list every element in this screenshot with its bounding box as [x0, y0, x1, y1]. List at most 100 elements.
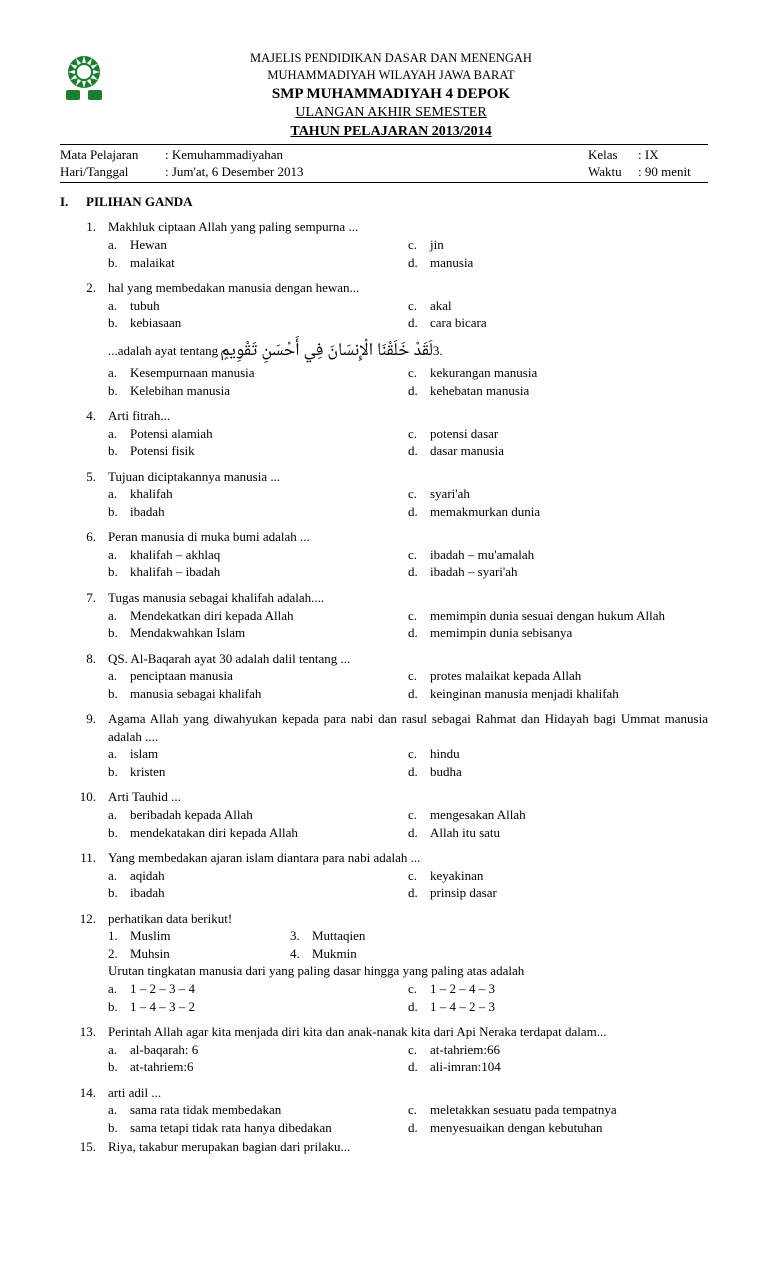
- section-number: I.: [60, 193, 86, 211]
- option-a: a.penciptaan manusia: [108, 667, 408, 685]
- question-number: 15.: [60, 1138, 108, 1156]
- option-c: c.keyakinan: [408, 867, 708, 885]
- option-a: a.Mendekatkan diri kepada Allah: [108, 607, 408, 625]
- options: a.al-baqarah: 6 b.at-tahriem:6 c.at-tahr…: [108, 1041, 708, 1076]
- question-prompt: Yang membedakan ajaran islam diantara pa…: [108, 849, 708, 867]
- question-prompt: Riya, takabur merupakan bagian dari pril…: [108, 1138, 708, 1156]
- date-value: : Jum'at, 6 Desember 2013: [165, 163, 588, 181]
- option-d: d.Allah itu satu: [408, 824, 708, 842]
- question: 14. arti adil ... a.sama rata tidak memb…: [60, 1084, 708, 1137]
- school-name: SMP MUHAMMADIYAH 4 DEPOK: [122, 84, 660, 104]
- options: a.aqidah b.ibadah c.keyakinan d.prinsip …: [108, 867, 708, 902]
- option-a: a.khalifah: [108, 485, 408, 503]
- question-prompt: Perintah Allah agar kita menjada diri ki…: [108, 1023, 708, 1041]
- option-a: a.1 – 2 – 3 – 4: [108, 980, 408, 998]
- class-value: : IX: [638, 146, 708, 164]
- question-prompt: Arti fitrah...: [108, 407, 708, 425]
- option-a: a.khalifah – akhlaq: [108, 546, 408, 564]
- option-c: c.kekurangan manusia: [408, 364, 708, 382]
- option-c: c.ibadah – mu'amalah: [408, 546, 708, 564]
- option-d: d.memakmurkan dunia: [408, 503, 708, 521]
- arabic-verse: .3 لَقَدْ خَلَقْنَا الْإِنسَانَ فِي أَحْ…: [108, 340, 708, 364]
- academic-year: TAHUN PELAJARAN 2013/2014: [122, 123, 660, 142]
- option-b: b.Potensi fisik: [108, 442, 408, 460]
- option-b: b.malaikat: [108, 254, 408, 272]
- question: 15. Riya, takabur merupakan bagian dari …: [60, 1138, 708, 1156]
- option-c: c.meletakkan sesuatu pada tempatnya: [408, 1101, 708, 1119]
- option-b: b.kebiasaan: [108, 314, 408, 332]
- question-number: 9.: [60, 710, 108, 780]
- question: 9. Agama Allah yang diwahyukan kepada pa…: [60, 710, 708, 780]
- question-number: 11.: [60, 849, 108, 902]
- question-number: [60, 340, 108, 399]
- option-a: a.Kesempurnaan manusia: [108, 364, 408, 382]
- time-value: : 90 menit: [638, 163, 708, 181]
- question-prompt: Arti Tauhid ...: [108, 788, 708, 806]
- question-prompt: Agama Allah yang diwahyukan kepada para …: [108, 710, 708, 745]
- option-c: c.protes malaikat kepada Allah: [408, 667, 708, 685]
- date-label: Hari/Tanggal: [60, 163, 165, 181]
- option-c: c.potensi dasar: [408, 425, 708, 443]
- question: 5. Tujuan diciptakannya manusia ... a.kh…: [60, 468, 708, 521]
- question-number: 6.: [60, 528, 108, 581]
- header: MAJELIS PENDIDIKAN DASAR DAN MENENGAH MU…: [60, 50, 708, 142]
- option-b: b.ibadah: [108, 884, 408, 902]
- option-d: d.1 – 4 – 2 – 3: [408, 998, 708, 1016]
- option-c: c.mengesakan Allah: [408, 806, 708, 824]
- option-b: b.manusia sebagai khalifah: [108, 685, 408, 703]
- option-a: a.beribadah kepada Allah: [108, 806, 408, 824]
- options: a.Potensi alamiah b.Potensi fisik c.pote…: [108, 425, 708, 460]
- option-b: b.sama tetapi tidak rata hanya dibedakan: [108, 1119, 408, 1137]
- question-number: 12.: [60, 910, 108, 1015]
- question: 10. Arti Tauhid ... a.beribadah kepada A…: [60, 788, 708, 841]
- option-d: d.ali-imran:104: [408, 1058, 708, 1076]
- header-line-1: MAJELIS PENDIDIKAN DASAR DAN MENENGAH: [122, 50, 660, 67]
- option-b: b.khalifah – ibadah: [108, 563, 408, 581]
- exam-info: Mata Pelajaran : Kemuhammadiyahan Kelas …: [60, 144, 708, 183]
- question-prompt: hal yang membedakan manusia dengan hewan…: [108, 279, 708, 297]
- subject-label: Mata Pelajaran: [60, 146, 165, 164]
- question: 6. Peran manusia di muka bumi adalah ...…: [60, 528, 708, 581]
- option-a: a.aqidah: [108, 867, 408, 885]
- option-b: b.kristen: [108, 763, 408, 781]
- header-line-2: MUHAMMADIYAH WILAYAH JAWA BARAT: [122, 67, 660, 84]
- option-b: b.Kelebihan manusia: [108, 382, 408, 400]
- options: a.beribadah kepada Allah b.mendekatakan …: [108, 806, 708, 841]
- option-a: a.Potensi alamiah: [108, 425, 408, 443]
- option-a: a.sama rata tidak membedakan: [108, 1101, 408, 1119]
- question-number: 13.: [60, 1023, 108, 1076]
- question-number: 14.: [60, 1084, 108, 1137]
- question-prompt: Peran manusia di muka bumi adalah ...: [108, 528, 708, 546]
- option-b: b.ibadah: [108, 503, 408, 521]
- question: 7. Tugas manusia sebagai khalifah adalah…: [60, 589, 708, 642]
- question-prompt: Tujuan diciptakannya manusia ...: [108, 468, 708, 486]
- question-prompt: arti adil ...: [108, 1084, 708, 1102]
- option-b: b.Mendakwahkan Islam: [108, 624, 408, 642]
- options: a.khalifah – akhlaq b.khalifah – ibadah …: [108, 546, 708, 581]
- class-label: Kelas: [588, 146, 638, 164]
- question: 8. QS. Al-Baqarah ayat 30 adalah dalil t…: [60, 650, 708, 703]
- option-d: d.cara bicara: [408, 314, 708, 332]
- options: a.tubuh b.kebiasaan c.akal d.cara bicara: [108, 297, 708, 332]
- options: a.Hewan b.malaikat c.jin d.manusia: [108, 236, 708, 271]
- option-a: a.islam: [108, 745, 408, 763]
- question-number: 4.: [60, 407, 108, 460]
- question-number: 7.: [60, 589, 108, 642]
- option-b: b.at-tahriem:6: [108, 1058, 408, 1076]
- option-d: d.dasar manusia: [408, 442, 708, 460]
- list-item: 2.Muhsin 4.Mukmin: [108, 945, 708, 963]
- option-c: c.jin: [408, 236, 708, 254]
- options: a.Kesempurnaan manusia b.Kelebihan manus…: [108, 364, 708, 399]
- option-b: b.mendekatakan diri kepada Allah: [108, 824, 408, 842]
- exam-title: ULANGAN AKHIR SEMESTER: [122, 104, 660, 123]
- question-prompt: perhatikan data berikut!: [108, 910, 708, 928]
- option-d: d.manusia: [408, 254, 708, 272]
- option-c: c.akal: [408, 297, 708, 315]
- question-number: 10.: [60, 788, 108, 841]
- options: a.1 – 2 – 3 – 4 b.1 – 4 – 3 – 2 c.1 – 2 …: [108, 980, 708, 1015]
- option-a: a.tubuh: [108, 297, 408, 315]
- option-c: c.1 – 2 – 4 – 3: [408, 980, 708, 998]
- options: a.islam b.kristen c.hindu d.budha: [108, 745, 708, 780]
- question-prompt-2: Urutan tingkatan manusia dari yang palin…: [108, 962, 708, 980]
- option-d: d.keinginan manusia menjadi khalifah: [408, 685, 708, 703]
